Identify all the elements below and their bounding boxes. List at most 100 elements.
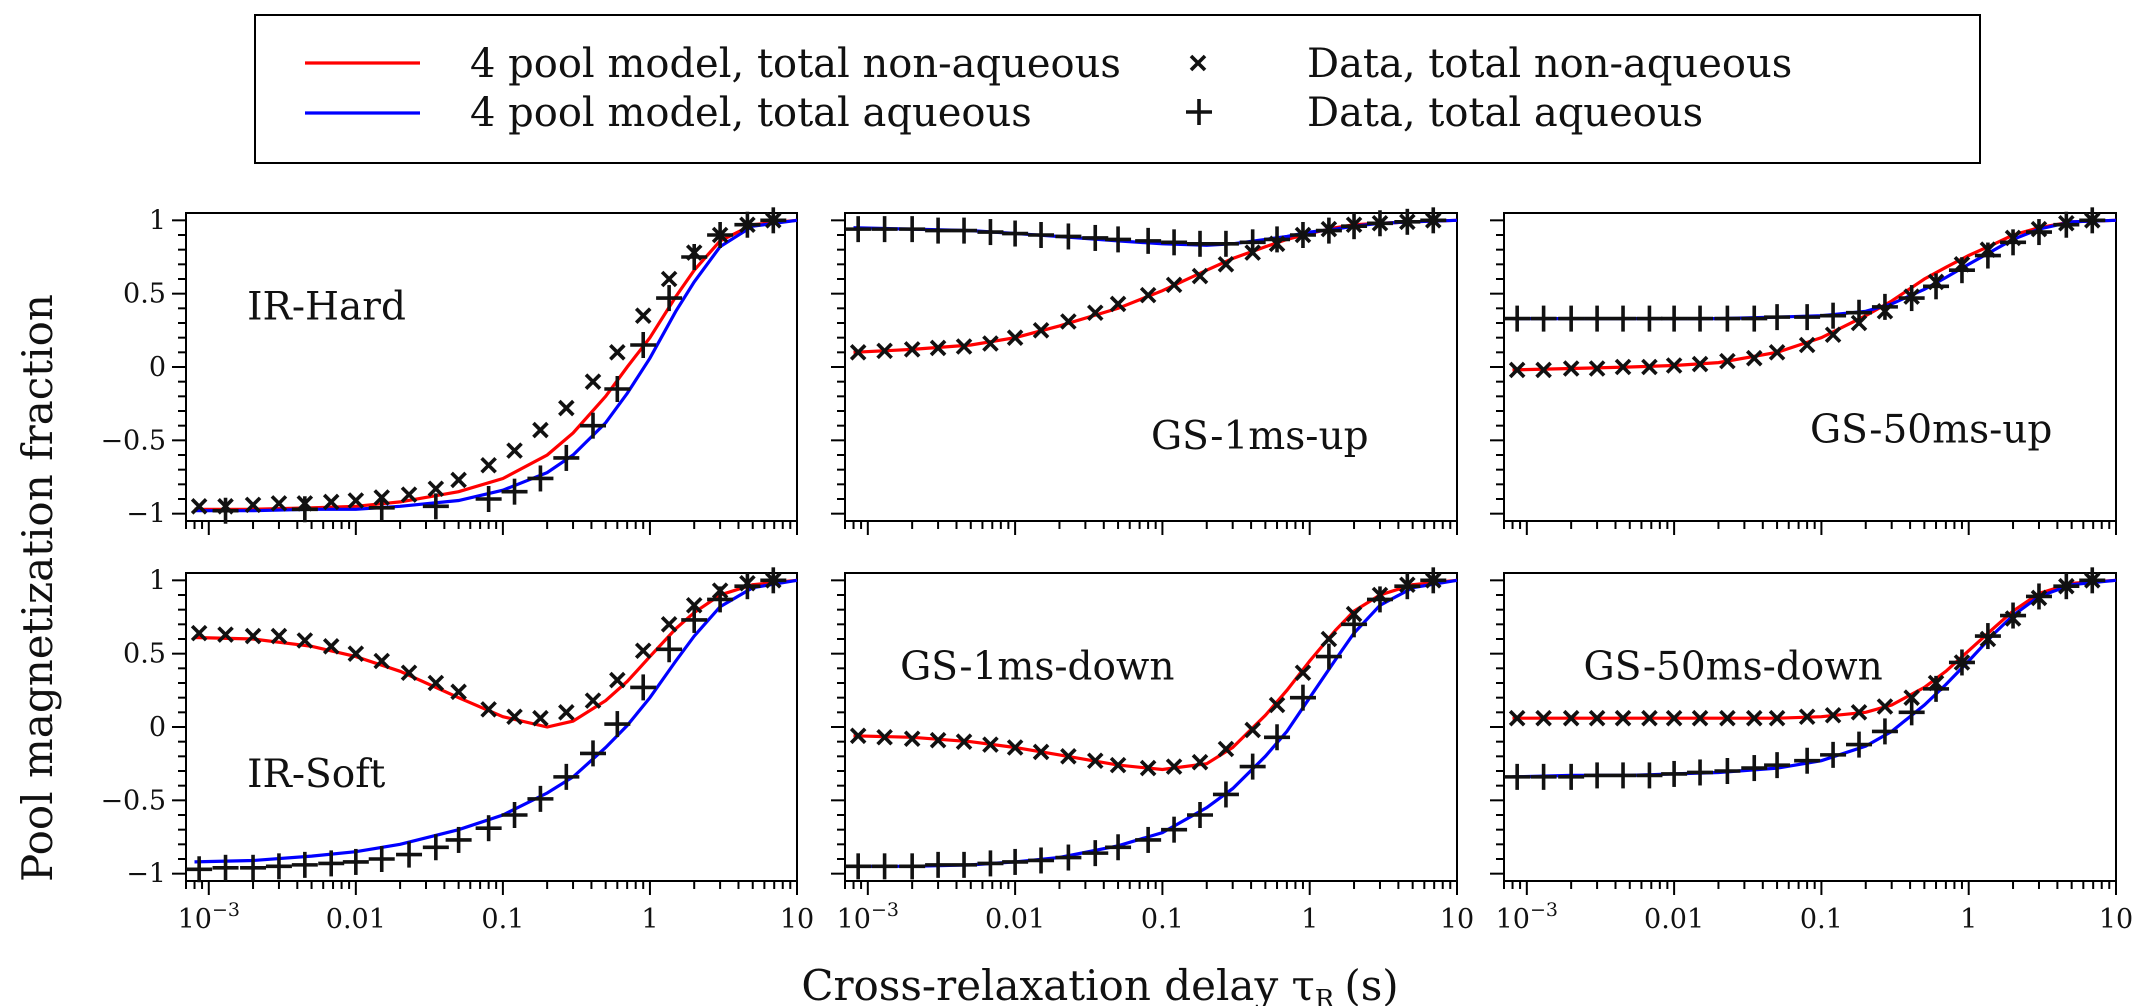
data-point-plus [1687,759,1714,786]
data-point-x [532,421,549,439]
data-point-plus [1135,227,1162,254]
data-point-plus [342,848,369,875]
data-point-plus [368,494,395,521]
data-point-plus [1289,684,1316,711]
legend-label-aqueous-model: 4 pool model, total aqueous [470,90,1032,136]
data-point-x [876,728,893,746]
y-tick-label: 0 [149,352,166,383]
data-point-x [480,456,497,474]
series-data-total-aqueous [845,207,1447,257]
series-data-total-non-aqueous [190,572,782,727]
data-point-plus [1082,840,1109,867]
data-point-plus [1420,207,1447,234]
data-point-plus [707,586,734,613]
data-point-plus [1558,763,1585,790]
data-point-x [1268,696,1286,714]
data-point-x [506,442,523,459]
y-axis-title: Pool magnetization fraction [13,294,62,882]
panel-gs-50ms-up: GS-50ms-up [1490,207,2117,535]
data-point-x [1691,709,1709,727]
data-point-x [1109,756,1127,774]
data-point-plus [1239,753,1266,780]
x-tick-label: 0.01 [326,904,386,935]
data-point-x [400,664,418,682]
data-point-plus [1105,226,1132,253]
data-point-plus [1161,229,1188,256]
y-tick-label: 0.5 [123,279,166,310]
x-tick-label: 10−3 [1496,899,1558,935]
data-point-plus [1530,763,1557,790]
data-point-x [955,733,973,750]
series-4-pool-model-total-aqueous [194,578,798,864]
data-point-plus [681,244,708,270]
x-axis-title-main: Cross-relaxation delay τ [801,961,1314,1006]
data-point-plus [871,853,898,880]
series-4-pool-model-total-non-aqueous [1512,218,2117,372]
data-point-x [660,616,678,633]
data-point-plus [1584,305,1611,332]
data-point-plus [1584,762,1611,789]
x-axis-title: Cross-relaxation delay τR (s) [801,961,1398,1006]
data-point-plus [1820,741,1847,768]
data-point-x [1614,709,1632,727]
data-point-x [1139,286,1157,304]
data-point-x [244,496,262,514]
data-point-x [1641,709,1658,727]
data-point-x [506,708,523,726]
data-point-x [1191,267,1209,285]
data-point-plus [1741,755,1768,782]
data-point-plus [1212,230,1239,257]
data-point-x [270,627,288,645]
data-point-x [1745,349,1763,367]
model-curve [194,578,798,729]
data-point-plus [681,606,708,633]
data-point-plus [1764,304,1791,331]
data-point-x [1768,344,1786,361]
data-point-plus [368,846,395,872]
series-4-pool-model-total-non-aqueous [853,578,1458,772]
x-tick-label: 1 [641,904,658,935]
data-point-plus [1948,257,1975,284]
data-point-plus [2079,207,2106,234]
data-point-x [1691,355,1709,373]
panel-gs-1ms-up: GS-1ms-up [831,207,1458,535]
y-tick-label: 0 [149,712,166,743]
data-point-plus [2025,219,2052,246]
data-point-plus [1974,623,2001,650]
data-point-plus [1135,826,1162,853]
data-point-x [929,731,947,749]
series-4-pool-model-total-non-aqueous [1512,578,2117,720]
x-tick-label: 1 [1301,904,1318,935]
panel-gs-1ms-down: 10−3 0.01 0.1 1 10 GS-1ms-down [831,567,1474,935]
data-point-plus [212,854,239,881]
data-point-plus [580,740,607,767]
data-point-x [1032,743,1050,761]
y-tick-label: −1 [126,499,166,530]
data-point-plus [1764,752,1791,779]
data-point-plus [1315,643,1342,670]
data-point-x [1191,753,1209,771]
data-point-x [1614,358,1632,376]
data-point-plus [734,211,761,238]
data-point-x [1060,313,1077,330]
data-point-plus [1212,781,1239,808]
data-point-x [1824,326,1842,344]
data-point-x [190,624,208,642]
data-point-x [1665,709,1683,727]
data-point-plus [1898,699,1925,726]
data-point-plus [1948,649,1975,676]
data-point-plus [899,216,926,243]
data-point-x [634,642,652,660]
data-point-plus [1504,305,1531,332]
data-point-plus [977,219,1004,246]
data-point-plus [527,785,554,812]
series-data-total-non-aqueous [1508,212,2101,379]
data-point-plus [1794,304,1821,331]
data-point-x [1032,322,1050,339]
data-point-x [1217,740,1235,758]
data-point-x [1508,709,1526,727]
data-point-plus [1741,305,1768,332]
data-point-plus [656,285,683,312]
data-point-plus [2000,229,2027,256]
data-point-plus [1366,586,1393,613]
